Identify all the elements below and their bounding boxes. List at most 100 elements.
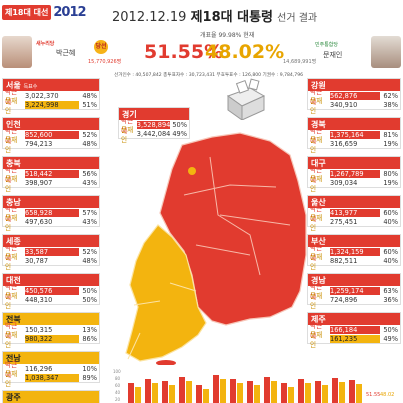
region-gyeongnam: 경남 박근혜 1,259,174 63% 문재인 724,896 36% (307, 273, 401, 310)
park-votes: 33,587 (25, 247, 79, 256)
park-label: 박근혜 (310, 282, 323, 301)
park-label: 박근혜 (5, 282, 18, 301)
park-row: 박근혜 1,267,789 80% (308, 166, 400, 184)
moon-votes: 275,451 (330, 217, 358, 226)
winner-photo (2, 36, 32, 68)
brand-header: 제18대 대선 2012 (2, 2, 96, 22)
region-title: 충북 (3, 157, 99, 169)
region-gwangju: 광주 (2, 390, 100, 403)
moon-label: 문재인 (5, 369, 18, 388)
region-name: 인천 (6, 120, 21, 129)
region-title: 대구 (308, 157, 400, 169)
park-pct: 10% (82, 364, 97, 373)
park-label: 박근혜 (310, 204, 323, 223)
park-pct: 52% (82, 247, 97, 256)
region-title: 경북 (308, 118, 400, 130)
region-sejong: 세종 박근혜 33,587 52% 문재인 30,787 48% (2, 234, 100, 271)
moon-votes: 340,910 (330, 100, 358, 109)
moon-label: 문재인 (310, 330, 323, 349)
park-pct: 80% (383, 169, 398, 178)
bar-park (264, 377, 270, 403)
region-name: 경기 (122, 110, 137, 119)
park-row: 박근혜 562,876 62% (308, 88, 400, 106)
park-votes: 116,296 (25, 364, 53, 373)
region-title: 광주 (3, 391, 99, 403)
page-title: 2012.12.19 제18대 대통령 선거 결과 (112, 6, 372, 25)
park-pct: 60% (383, 247, 398, 256)
moon-row: 문재인 30,787 48% (3, 253, 99, 271)
park-pct: 48% (82, 91, 97, 100)
ballot-box-icon (226, 78, 266, 120)
region-title: 전북 (3, 313, 99, 325)
region-gyeongbuk: 경북 박근혜 1,375,164 81% 문재인 316,659 19% (307, 117, 401, 154)
park-row: 박근혜 3,528,894 50% (119, 117, 189, 135)
moon-pct: 48% (82, 256, 97, 265)
region-name: 광주 (6, 393, 21, 402)
moon-label: 문재인 (310, 252, 323, 271)
park-pct: 50% (82, 286, 97, 295)
moon-label: 문재인 (5, 135, 18, 154)
moon-label: 문재인 (310, 96, 323, 115)
region-title: 제주 (308, 313, 400, 325)
region-name: 대구 (311, 159, 326, 168)
park-row: 박근혜 1,259,174 63% (308, 283, 400, 301)
park-pct: 13% (82, 325, 97, 334)
region-title: 경남 (308, 274, 400, 286)
park-votes: 1,259,174 (330, 286, 380, 295)
region-name: 전북 (6, 315, 21, 324)
runner-photo (371, 36, 401, 68)
moon-votes: 161,235 (330, 334, 380, 343)
park-votes: 1,324,159 (330, 247, 380, 256)
park-row: 박근혜 518,442 56% (3, 166, 99, 184)
park-row: 박근혜 1,324,159 60% (308, 244, 400, 262)
bar-moon (169, 385, 175, 403)
park-votes: 658,928 (25, 208, 79, 217)
winner-percent: 51.55% (144, 41, 224, 63)
park-row: 박근혜 33,587 52% (3, 244, 99, 262)
year-logo: 2012 (53, 4, 86, 20)
moon-votes: 3,224,998 (25, 100, 79, 109)
park-pct: 50% (172, 120, 187, 129)
region-name: 강원 (311, 81, 326, 90)
moon-row: 문재인 724,896 36% (308, 292, 400, 310)
park-votes: 562,876 (330, 91, 380, 100)
park-label: 박근혜 (310, 126, 323, 145)
moon-pct: 19% (383, 139, 398, 148)
park-votes: 1,267,789 (330, 169, 380, 178)
moon-pct: 19% (383, 178, 398, 187)
bar-park (230, 379, 236, 403)
region-title: 세종 (3, 235, 99, 247)
region-name: 대전 (6, 276, 21, 285)
region-title: 인천 (3, 118, 99, 130)
region-title: 전남 (3, 352, 99, 364)
election-tag: 제18대 대선 (2, 4, 52, 20)
moon-pct: 48% (82, 139, 97, 148)
axis-labels: 100 80 60 40 20 (113, 369, 121, 402)
bar-moon (271, 381, 277, 403)
park-pct: 56% (82, 169, 97, 178)
park-pct: 63% (383, 286, 398, 295)
park-row: 박근혜 166,184 50% (308, 322, 400, 340)
region-name: 전남 (6, 354, 21, 363)
park-label: 박근혜 (5, 360, 18, 379)
runner-party: 민주통합당 (315, 42, 339, 48)
moon-row: 문재인 882,511 40% (308, 253, 400, 271)
park-row: 박근혜 852,600 52% (3, 127, 99, 145)
moon-label: 문재인 (121, 125, 134, 144)
moon-pct: 40% (383, 256, 398, 265)
bar-park (349, 380, 355, 403)
region-name: 제주 (311, 315, 326, 324)
moon-row: 문재인 340,910 38% (308, 97, 400, 115)
runner-percent: 48.02% (205, 41, 285, 63)
region-name: 경북 (311, 120, 326, 129)
bar-moon (322, 385, 328, 403)
park-votes: 150,315 (25, 325, 53, 334)
park-label: 박근혜 (5, 87, 18, 106)
region-name: 충남 (6, 198, 21, 207)
bar-park (281, 383, 287, 403)
end-label-park: 51.55 (366, 392, 380, 398)
region-jeonbuk: 전북 박근혜 150,315 13% 문재인 980,322 86% (2, 312, 100, 349)
bar-moon (135, 387, 141, 403)
winner-panel: 새누리당 박근혜 당선 15,770,926명 51.55% (2, 36, 223, 68)
